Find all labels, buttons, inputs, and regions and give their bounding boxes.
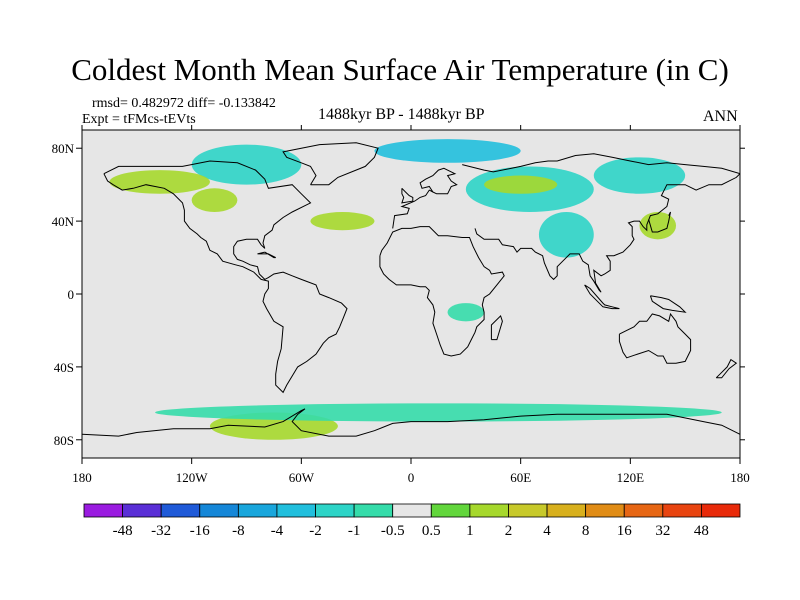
colorbar-label: -16 <box>190 523 210 539</box>
colorbar-label: -32 <box>151 523 171 539</box>
colorbar-swatch <box>353 503 394 518</box>
x-axis: 180 120W 60W 0 60E 120E 180 <box>72 125 750 485</box>
coastline <box>584 284 620 310</box>
colorbar-label: 4 <box>543 523 551 539</box>
coastline <box>257 251 276 259</box>
colorbar-label: -8 <box>232 523 245 539</box>
y-tick-label: 80S <box>54 433 74 448</box>
colorbar-swatch <box>430 503 471 518</box>
anomaly-region <box>447 303 485 322</box>
coastline <box>103 160 348 394</box>
coastlines <box>82 142 740 437</box>
anomaly-region <box>639 212 677 240</box>
colorbar-label: -0.5 <box>381 523 405 539</box>
anomaly-region <box>484 175 558 194</box>
anomaly-region <box>374 139 521 163</box>
colorbar-swatch <box>392 503 432 518</box>
anomaly-region <box>155 403 722 422</box>
coastline <box>649 295 687 313</box>
period-label: 1488kyr BP - 1488kyr BP <box>318 106 485 123</box>
y-axis: 80N 40N 0 40S 80S <box>52 141 745 448</box>
colorbar-swatch <box>585 503 625 518</box>
colorbar-swatch <box>83 503 123 518</box>
colorbar-label: 48 <box>694 523 709 539</box>
x-tick-label: 180 <box>72 470 92 485</box>
colorbar-label: 16 <box>617 523 633 539</box>
colorbar-swatch <box>160 503 201 518</box>
colorbar-label: -2 <box>309 523 322 539</box>
colorbar-swatch <box>469 503 509 518</box>
anomaly-region <box>593 157 686 194</box>
coastline <box>462 153 740 175</box>
coastline <box>648 211 671 233</box>
anomaly-region <box>310 212 375 231</box>
colorbar-label: 32 <box>655 523 670 539</box>
colorbar-label: -4 <box>271 523 284 539</box>
x-tick-label: 60W <box>289 470 315 485</box>
colorbar: -48 -32 -16 -8 -4 -2 -1 -0.5 0.5 1 2 4 8 16 32 48 <box>83 503 741 539</box>
colorbar-label: 8 <box>582 523 590 539</box>
season-label: ANN <box>703 108 738 125</box>
x-tick-label: 60E <box>510 470 531 485</box>
colorbar-swatch <box>508 503 548 518</box>
experiment-line: Expt = tFMcs-tEVts <box>82 112 196 127</box>
anomaly-region <box>538 212 594 258</box>
x-tick-label: 120W <box>176 470 209 485</box>
stats-line: rmsd= 0.482972 diff= -0.133842 <box>92 96 276 111</box>
colorbar-swatch <box>623 503 664 518</box>
anomaly-fields <box>109 139 722 440</box>
coastline <box>715 358 738 379</box>
x-tick-label: 0 <box>408 470 415 485</box>
coastline <box>82 408 740 437</box>
colorbar-label: -48 <box>113 523 133 539</box>
colorbar-label: 2 <box>505 523 513 539</box>
colorbar-swatch <box>315 503 355 518</box>
x-tick-label: 180 <box>730 470 750 485</box>
y-tick-label: 40N <box>52 214 75 229</box>
y-tick-label: 0 <box>68 287 75 302</box>
chart-title: Coldest Month Mean Surface Air Temperatu… <box>71 52 729 87</box>
coastline <box>379 226 505 357</box>
coastline <box>618 312 692 364</box>
colorbar-label: -1 <box>348 523 361 539</box>
coastline <box>474 173 740 293</box>
colorbar-swatch <box>122 503 162 518</box>
coastline <box>392 167 458 229</box>
colorbar-swatch <box>276 503 316 518</box>
colorbar-swatch <box>701 503 741 518</box>
colorbar-label: 0.5 <box>422 523 441 539</box>
anomaly-region <box>191 188 238 212</box>
colorbar-swatch <box>199 503 239 518</box>
colorbar-label: 1 <box>466 523 474 539</box>
y-tick-label: 40S <box>54 360 74 375</box>
coastline <box>490 314 503 341</box>
anomaly-region <box>191 144 302 185</box>
colorbar-swatch <box>237 503 278 518</box>
x-tick-label: 120E <box>617 470 645 485</box>
coastline <box>282 142 379 186</box>
colorbar-swatch <box>662 503 702 518</box>
coastline <box>401 187 414 204</box>
colorbar-swatch <box>546 503 587 518</box>
y-tick-label: 80N <box>52 141 75 156</box>
